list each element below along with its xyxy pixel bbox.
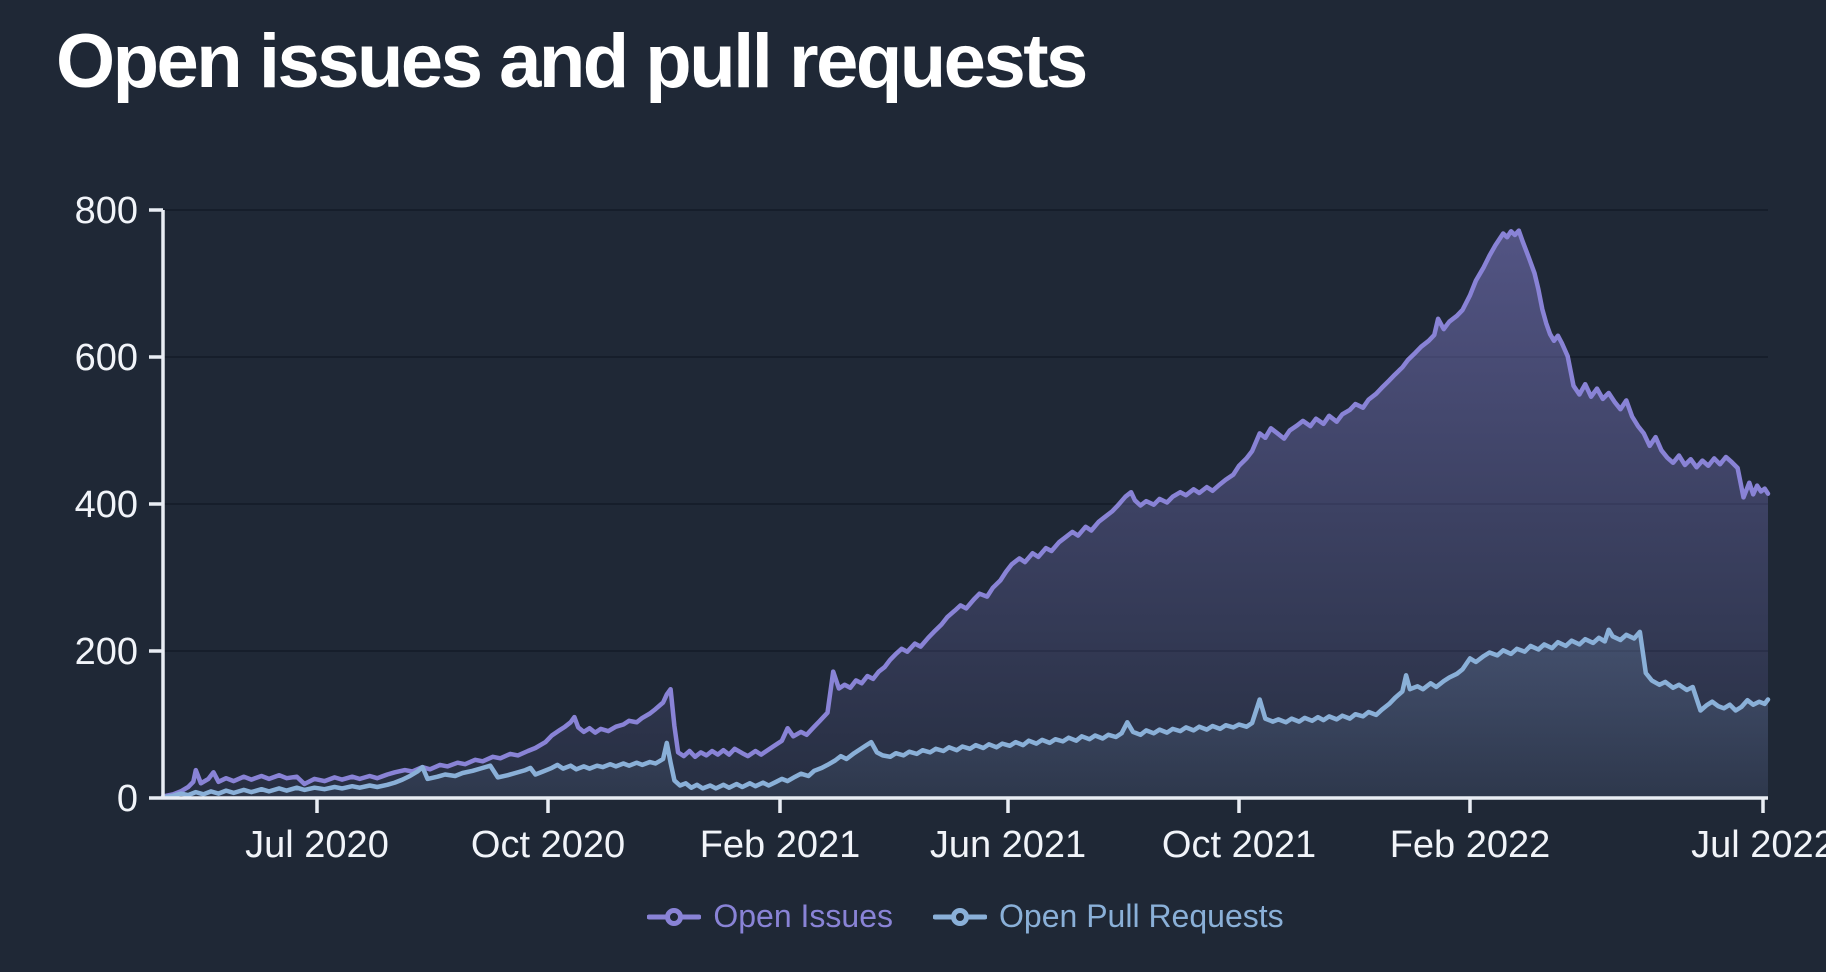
page-title: Open issues and pull requests: [56, 19, 1088, 104]
x-axis-label: Jul 2020: [245, 824, 389, 866]
x-axis-label: Feb 2022: [1390, 824, 1551, 866]
chart-legend: Open Issues Open Pull Requests: [163, 898, 1768, 935]
legend-item-open-pull-requests[interactable]: Open Pull Requests: [933, 898, 1284, 935]
y-axis-label: 400: [75, 484, 138, 526]
open-issues-line-marker-icon: [647, 907, 702, 926]
x-axis-label: Feb 2021: [700, 824, 861, 866]
y-axis-label: 600: [75, 337, 138, 379]
x-axis-label: Jun 2021: [930, 824, 1086, 866]
legend-item-open-issues[interactable]: Open Issues: [647, 898, 893, 935]
x-axis-label: Jul 2022: [1691, 824, 1826, 866]
x-axis-label: Oct 2020: [471, 824, 625, 866]
legend-label-open-pull-requests: Open Pull Requests: [999, 898, 1284, 934]
y-axis-label: 0: [117, 778, 138, 820]
x-axis-label: Oct 2021: [1162, 824, 1316, 866]
y-axis-label: 200: [75, 631, 138, 673]
y-axis-label: 800: [75, 190, 138, 232]
open-pull-requests-line-marker-icon: [933, 907, 988, 926]
legend-label-open-issues: Open Issues: [713, 898, 894, 934]
